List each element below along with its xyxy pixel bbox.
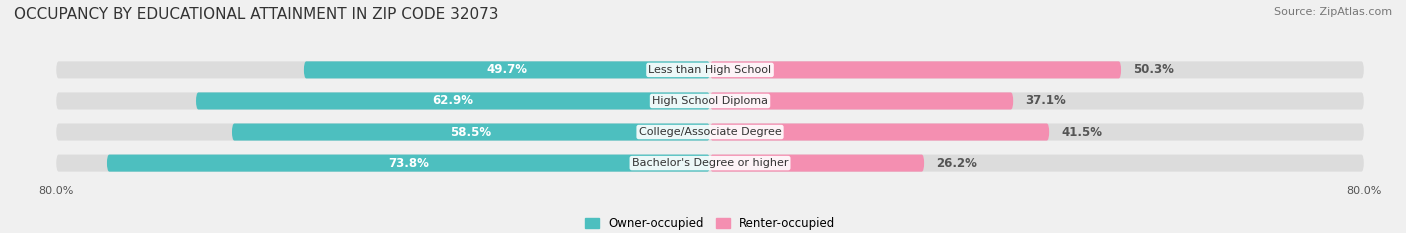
Text: 41.5%: 41.5% <box>1062 126 1102 139</box>
Text: 49.7%: 49.7% <box>486 63 527 76</box>
Text: Source: ZipAtlas.com: Source: ZipAtlas.com <box>1274 7 1392 17</box>
FancyBboxPatch shape <box>710 154 924 172</box>
FancyBboxPatch shape <box>56 154 1364 172</box>
FancyBboxPatch shape <box>710 93 1014 110</box>
Text: Bachelor's Degree or higher: Bachelor's Degree or higher <box>631 158 789 168</box>
Text: 50.3%: 50.3% <box>1133 63 1174 76</box>
FancyBboxPatch shape <box>56 93 1364 110</box>
FancyBboxPatch shape <box>710 123 1049 140</box>
Text: College/Associate Degree: College/Associate Degree <box>638 127 782 137</box>
FancyBboxPatch shape <box>232 123 710 140</box>
FancyBboxPatch shape <box>195 93 710 110</box>
Text: 26.2%: 26.2% <box>936 157 977 170</box>
FancyBboxPatch shape <box>107 154 710 172</box>
FancyBboxPatch shape <box>304 61 710 79</box>
Text: 37.1%: 37.1% <box>1025 94 1066 107</box>
Text: 62.9%: 62.9% <box>433 94 474 107</box>
Text: High School Diploma: High School Diploma <box>652 96 768 106</box>
FancyBboxPatch shape <box>710 61 1121 79</box>
Text: Less than High School: Less than High School <box>648 65 772 75</box>
Text: OCCUPANCY BY EDUCATIONAL ATTAINMENT IN ZIP CODE 32073: OCCUPANCY BY EDUCATIONAL ATTAINMENT IN Z… <box>14 7 499 22</box>
FancyBboxPatch shape <box>56 61 1364 79</box>
Text: 58.5%: 58.5% <box>450 126 492 139</box>
Legend: Owner-occupied, Renter-occupied: Owner-occupied, Renter-occupied <box>579 212 841 233</box>
FancyBboxPatch shape <box>56 123 1364 140</box>
Text: 73.8%: 73.8% <box>388 157 429 170</box>
